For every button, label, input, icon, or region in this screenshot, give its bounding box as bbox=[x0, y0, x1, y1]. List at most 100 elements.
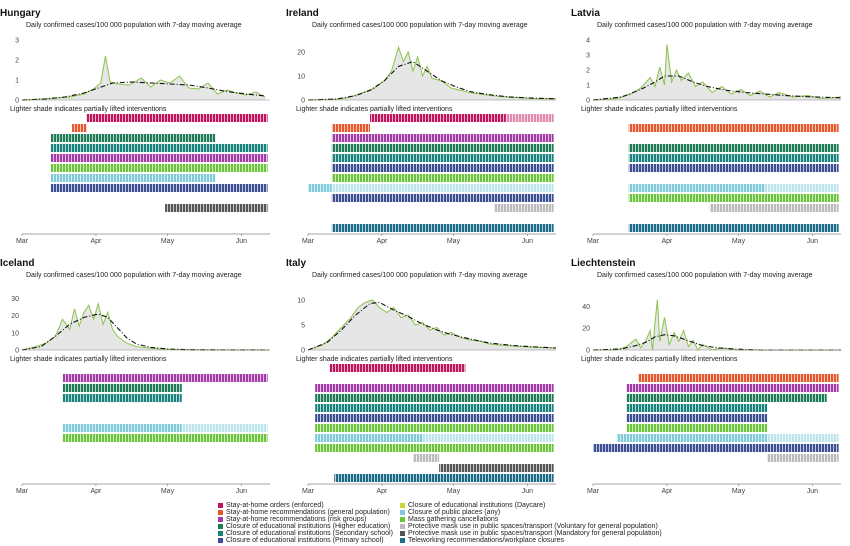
intervention-bar-pp bbox=[50, 174, 216, 182]
panel-ireland: Ireland Daily confirmed cases/100 000 pop… bbox=[286, 8, 557, 245]
date-tick-label: Mar bbox=[302, 238, 315, 245]
intervention-bar-mand bbox=[439, 464, 554, 472]
legend-item: Closure of educational institutions (Day… bbox=[400, 502, 545, 509]
panel-title: Hungary bbox=[0, 8, 41, 19]
date-tick-label: Mar bbox=[587, 488, 600, 495]
legend-label: Stay-at-home recommendations (general po… bbox=[226, 509, 390, 516]
intervention-bar-pp bbox=[62, 424, 182, 432]
y-tick-label: 0 bbox=[15, 98, 19, 105]
daily-cases-area bbox=[593, 299, 841, 350]
daily-cases-line bbox=[307, 299, 557, 351]
panel-title: Ireland bbox=[286, 8, 319, 19]
y-tick-label: 20 bbox=[582, 326, 590, 333]
intervention-bar-he bbox=[62, 384, 182, 392]
moving-average-line bbox=[307, 301, 557, 351]
intervention-bar-ss bbox=[315, 404, 554, 412]
intervention-bar-ss bbox=[50, 144, 268, 152]
y-tick-label: 30 bbox=[11, 296, 19, 303]
date-tick-label: Apr bbox=[90, 238, 102, 245]
y-tick-label: 2 bbox=[586, 68, 590, 75]
y-tick-label: 10 bbox=[11, 330, 19, 337]
intervention-bar-pp bbox=[616, 434, 768, 442]
legend-swatch bbox=[400, 517, 405, 522]
date-tick-label: Apr bbox=[661, 238, 673, 245]
panel-liechtenstein: Liechtenstein Daily confirmed cases/100 0… bbox=[571, 258, 841, 495]
interventions-note: Lighter shade indicates partially lifted… bbox=[581, 106, 738, 113]
moving-average-line bbox=[21, 313, 271, 351]
panel-title: Latvia bbox=[571, 8, 600, 19]
date-tick-label: Mar bbox=[16, 488, 29, 495]
legend-swatch bbox=[400, 510, 405, 515]
date-tick-label: May bbox=[732, 488, 746, 495]
legend-swatch bbox=[400, 538, 405, 543]
legend-item: Stay-at-home recommendations (general po… bbox=[218, 509, 390, 516]
legend-item: Closure of educational institutions (Pri… bbox=[218, 537, 384, 544]
date-tick-label: Jun bbox=[236, 238, 247, 245]
legend-swatch bbox=[218, 517, 223, 522]
daily-cases-area bbox=[593, 44, 841, 100]
intervention-bar-vol bbox=[709, 204, 839, 212]
legend-label: Closure of educational institutions (Pri… bbox=[226, 537, 384, 544]
legend-item: Closure of public places (any) bbox=[400, 509, 500, 516]
y-tick-label: 4 bbox=[586, 38, 590, 45]
intervention-bar-mg bbox=[626, 424, 768, 432]
moving-average-line bbox=[21, 81, 266, 101]
intervention-bar-ss bbox=[628, 154, 839, 162]
intervention-bar-pp bbox=[628, 184, 765, 192]
legend-item: Protective mask use in public spaces/tra… bbox=[400, 530, 662, 537]
panel-iceland: Iceland Daily confirmed cases/100 000 pop… bbox=[0, 258, 271, 495]
intervention-bar-se bbox=[86, 114, 268, 122]
intervention-bar-gen bbox=[331, 124, 370, 132]
legend-label: Closure of public places (any) bbox=[408, 509, 501, 516]
date-tick-label: Mar bbox=[302, 488, 315, 495]
moving-average-line bbox=[592, 75, 842, 101]
y-tick-label: 10 bbox=[297, 74, 305, 81]
legend-label: Teleworking recommendations/workplace cl… bbox=[408, 537, 565, 544]
y-tick-label: 3 bbox=[15, 38, 19, 45]
intervention-bar-gen bbox=[72, 124, 87, 132]
panel-subtitle: Daily confirmed cases/100 000 population… bbox=[597, 22, 813, 29]
legend-item: Closure of educational institutions (Sec… bbox=[218, 530, 393, 537]
date-tick-label: May bbox=[161, 238, 175, 245]
intervention-bar-mg bbox=[315, 424, 554, 432]
intervention-bar-gen bbox=[638, 374, 839, 382]
legend-swatch bbox=[218, 531, 223, 536]
daily-cases-line bbox=[593, 299, 841, 351]
intervention-bar-pp bbox=[315, 434, 423, 442]
daily-cases-line bbox=[592, 44, 842, 101]
legend-item: Stay-at-home recommendations (risk group… bbox=[218, 516, 366, 523]
legend-item: Stay-at-home orders (enforced) bbox=[218, 502, 324, 509]
intervention-bar-vol bbox=[412, 454, 440, 462]
intervention-bar-mg bbox=[315, 444, 554, 452]
intervention-bar-he bbox=[50, 134, 216, 142]
legend-label: Protective mask use in public spaces/tra… bbox=[408, 523, 658, 530]
intervention-bar-pp-partial bbox=[422, 434, 554, 442]
intervention-bar-vol bbox=[494, 204, 554, 212]
intervention-bar-ss bbox=[626, 404, 768, 412]
intervention-bar-he bbox=[315, 394, 554, 402]
interventions-note: Lighter shade indicates partially lifted… bbox=[10, 356, 167, 363]
panel-title: Liechtenstein bbox=[571, 258, 635, 269]
intervention-bar-ps bbox=[626, 414, 768, 422]
intervention-bar-ps bbox=[593, 444, 839, 452]
intervention-bar-ss bbox=[62, 394, 182, 402]
legend-item: Teleworking recommendations/workplace cl… bbox=[400, 537, 564, 544]
legend-label: Mass gathering cancellations bbox=[408, 516, 499, 523]
y-tick-label: 1 bbox=[586, 83, 590, 90]
legend-swatch bbox=[400, 503, 405, 508]
date-tick-label: Jun bbox=[807, 238, 818, 245]
daily-cases-line bbox=[21, 55, 266, 101]
panel-title: Italy bbox=[286, 258, 306, 269]
date-tick-label: Jun bbox=[522, 488, 533, 495]
daily-cases-area bbox=[308, 47, 556, 100]
date-tick-label: Apr bbox=[661, 488, 673, 495]
intervention-bar-he bbox=[331, 144, 554, 152]
panel-subtitle: Daily confirmed cases/100 000 population… bbox=[312, 272, 528, 279]
intervention-bar-risk bbox=[62, 374, 268, 382]
intervention-bar-mg bbox=[50, 164, 268, 172]
panel-subtitle: Daily confirmed cases/100 000 population… bbox=[26, 272, 242, 279]
intervention-bar-ps bbox=[628, 164, 839, 172]
interventions-note: Lighter shade indicates partially lifted… bbox=[581, 356, 738, 363]
intervention-bar-ps bbox=[331, 164, 554, 172]
